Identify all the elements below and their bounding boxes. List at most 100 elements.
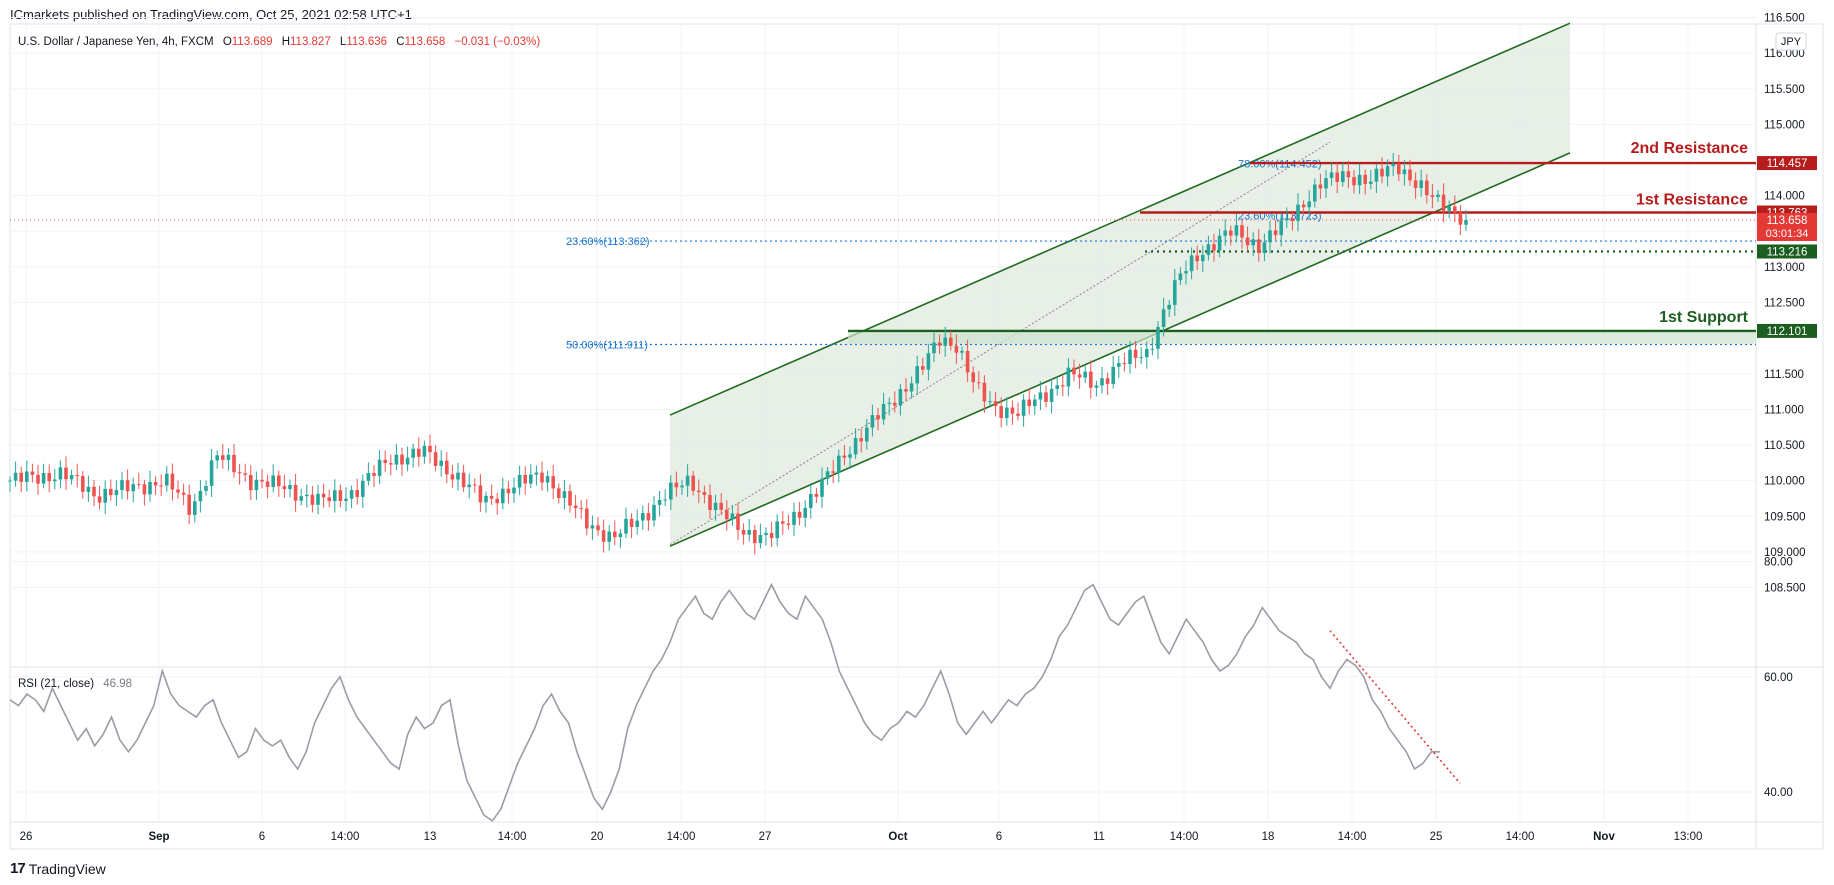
candle-body bbox=[1430, 195, 1435, 198]
candle-body bbox=[389, 463, 393, 465]
candle-body bbox=[999, 406, 1003, 418]
change-value: −0.031 (−0.03%) bbox=[454, 36, 540, 48]
candle-body bbox=[478, 485, 483, 503]
candle-body bbox=[265, 481, 270, 487]
open-label: O bbox=[223, 36, 232, 48]
candle-body bbox=[954, 345, 959, 353]
candle-body bbox=[1010, 407, 1015, 414]
candle-body bbox=[1290, 218, 1295, 221]
candle-body bbox=[848, 454, 852, 458]
resistance-2-value: 114.457 bbox=[1767, 158, 1808, 170]
candle-body bbox=[417, 448, 421, 457]
candle-body bbox=[271, 475, 275, 487]
candle-body bbox=[1212, 244, 1216, 251]
candle-body bbox=[624, 518, 628, 534]
candle-body bbox=[293, 484, 298, 501]
time-axis[interactable]: 26 Sep 6 14:00 13 14:00 20 14:00 27 Oct 6 11 14:00 18… bbox=[20, 831, 1703, 843]
candle-body bbox=[1425, 180, 1429, 196]
candle-body bbox=[142, 484, 147, 495]
candles[interactable] bbox=[8, 152, 1468, 555]
candle-body bbox=[1005, 407, 1009, 418]
candle-body bbox=[820, 478, 824, 497]
candle-body bbox=[366, 473, 371, 481]
candle-body bbox=[400, 454, 404, 465]
currency-badge[interactable] bbox=[1775, 32, 1807, 51]
fib-trend-line bbox=[669, 141, 1331, 546]
candle-body bbox=[1105, 378, 1110, 384]
price-axis[interactable]: 108.500 109.000 109.500 110.000 110.500 111.0… bbox=[1757, 13, 1817, 595]
candle-body bbox=[965, 350, 970, 373]
currency-label: JPY bbox=[1781, 36, 1802, 48]
candle-body bbox=[299, 496, 303, 501]
candle-body bbox=[641, 513, 645, 521]
candle-body bbox=[943, 337, 947, 346]
time-tick-label: Nov bbox=[1593, 831, 1615, 843]
candle-body bbox=[736, 513, 740, 530]
candle-body bbox=[814, 493, 819, 497]
candle-body bbox=[909, 383, 914, 392]
candle-body bbox=[669, 482, 673, 500]
candle-body bbox=[1268, 230, 1272, 243]
rsi-legend: RSI (21, close) 46.98 bbox=[18, 678, 132, 690]
time-tick-label: 26 bbox=[20, 831, 33, 843]
candle-body bbox=[1408, 169, 1412, 181]
candle-body bbox=[355, 490, 359, 497]
candle-body bbox=[1313, 184, 1317, 202]
candle-body bbox=[921, 366, 925, 370]
support-label: 1st Support bbox=[1659, 309, 1749, 326]
candle-body bbox=[613, 531, 617, 538]
candle-body bbox=[333, 490, 337, 502]
candle-body bbox=[193, 501, 197, 515]
candle-body bbox=[405, 457, 410, 465]
candle-body bbox=[495, 498, 499, 504]
low-label: L bbox=[340, 36, 347, 48]
candle-body bbox=[585, 508, 589, 529]
candle-body bbox=[1128, 349, 1132, 364]
countdown-value: 03:01:34 bbox=[1766, 228, 1809, 240]
time-tick-label: 25 bbox=[1430, 831, 1443, 843]
candle-body bbox=[876, 415, 880, 420]
candle-body bbox=[165, 473, 169, 486]
candle-body bbox=[1167, 304, 1171, 310]
support-1-value: 112.101 bbox=[1767, 326, 1808, 338]
candle-body bbox=[316, 493, 320, 505]
current-price-badge bbox=[1757, 212, 1817, 241]
price-tick-label: 115.500 bbox=[1764, 84, 1805, 96]
candle-body bbox=[1111, 366, 1115, 384]
candle-body bbox=[125, 480, 130, 492]
candle-body bbox=[1436, 194, 1440, 198]
candle-body bbox=[758, 534, 763, 544]
candle-body bbox=[327, 497, 331, 502]
candle-body bbox=[982, 382, 987, 402]
candle-body bbox=[1189, 255, 1194, 272]
price-tick-label: 110.500 bbox=[1764, 440, 1805, 452]
candle-body bbox=[747, 530, 751, 535]
time-tick-label: 6 bbox=[259, 831, 265, 843]
candle-body bbox=[41, 473, 46, 484]
candle-body bbox=[590, 525, 595, 529]
footer: 17 TradingView bbox=[10, 860, 106, 877]
price-tick-label: 111.000 bbox=[1764, 404, 1804, 416]
candle-body bbox=[1318, 184, 1323, 189]
price-tick-label: 111.500 bbox=[1764, 369, 1804, 381]
candle-body bbox=[1117, 363, 1121, 367]
candle-body bbox=[601, 530, 606, 542]
current-price-value: 113.658 bbox=[1767, 215, 1808, 227]
candle-body bbox=[573, 505, 578, 509]
candle-body bbox=[221, 455, 225, 460]
candle-body bbox=[1273, 230, 1278, 236]
candle-body bbox=[893, 402, 897, 406]
candle-body bbox=[501, 488, 505, 504]
candle-body bbox=[1027, 399, 1031, 407]
candle-body bbox=[713, 502, 718, 511]
candle-body bbox=[529, 474, 533, 484]
footer-brand: TradingView bbox=[28, 860, 106, 877]
candle-body bbox=[1077, 374, 1082, 378]
rsi-tick-label: 40.00 bbox=[1764, 787, 1793, 799]
fib-23-label: 23.60%(113.362) bbox=[566, 236, 650, 248]
candle-body bbox=[1066, 367, 1071, 387]
candle-body bbox=[792, 511, 796, 525]
price-tick-label: 113.000 bbox=[1764, 262, 1805, 274]
rsi-axis[interactable]: 40.00 60.00 80.00 bbox=[1764, 557, 1793, 799]
